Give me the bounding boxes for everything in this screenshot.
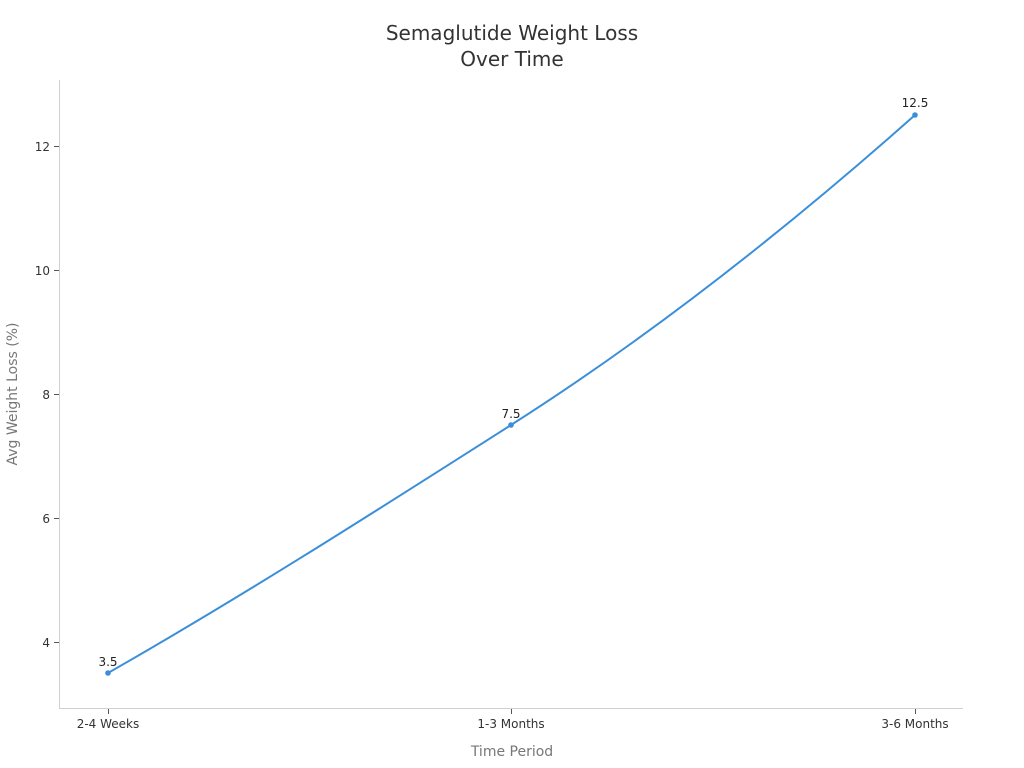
series-line — [107, 114, 916, 674]
data-label: 7.5 — [501, 407, 520, 421]
chart-title: Semaglutide Weight Loss Over Time — [0, 20, 1024, 72]
data-label: 3.5 — [98, 655, 117, 669]
x-tick-label: 2-4 Weeks — [77, 717, 140, 731]
chart-title-line-2: Over Time — [460, 47, 564, 71]
y-axis-title: Avg Weight Loss (%) — [5, 323, 21, 466]
y-tick-label: 10 — [35, 264, 50, 278]
x-tick-label: 3-6 Months — [881, 717, 948, 731]
y-axis-ticks: 4 6 8 10 12 — [35, 140, 59, 650]
data-point[interactable] — [105, 670, 111, 676]
chart-title-line-1: Semaglutide Weight Loss — [385, 21, 639, 45]
y-tick-label: 12 — [35, 140, 50, 154]
x-axis-ticks: 2-4 Weeks 1-3 Months 3-6 Months — [77, 709, 949, 731]
data-point[interactable] — [912, 112, 918, 118]
y-tick-label: 8 — [42, 388, 50, 402]
x-tick-label: 1-3 Months — [477, 717, 544, 731]
data-point[interactable] — [508, 422, 514, 428]
y-tick-label: 6 — [42, 512, 50, 526]
data-label: 12.5 — [902, 96, 929, 110]
x-axis-title: Time Period — [470, 744, 553, 760]
y-tick-label: 4 — [42, 636, 50, 650]
